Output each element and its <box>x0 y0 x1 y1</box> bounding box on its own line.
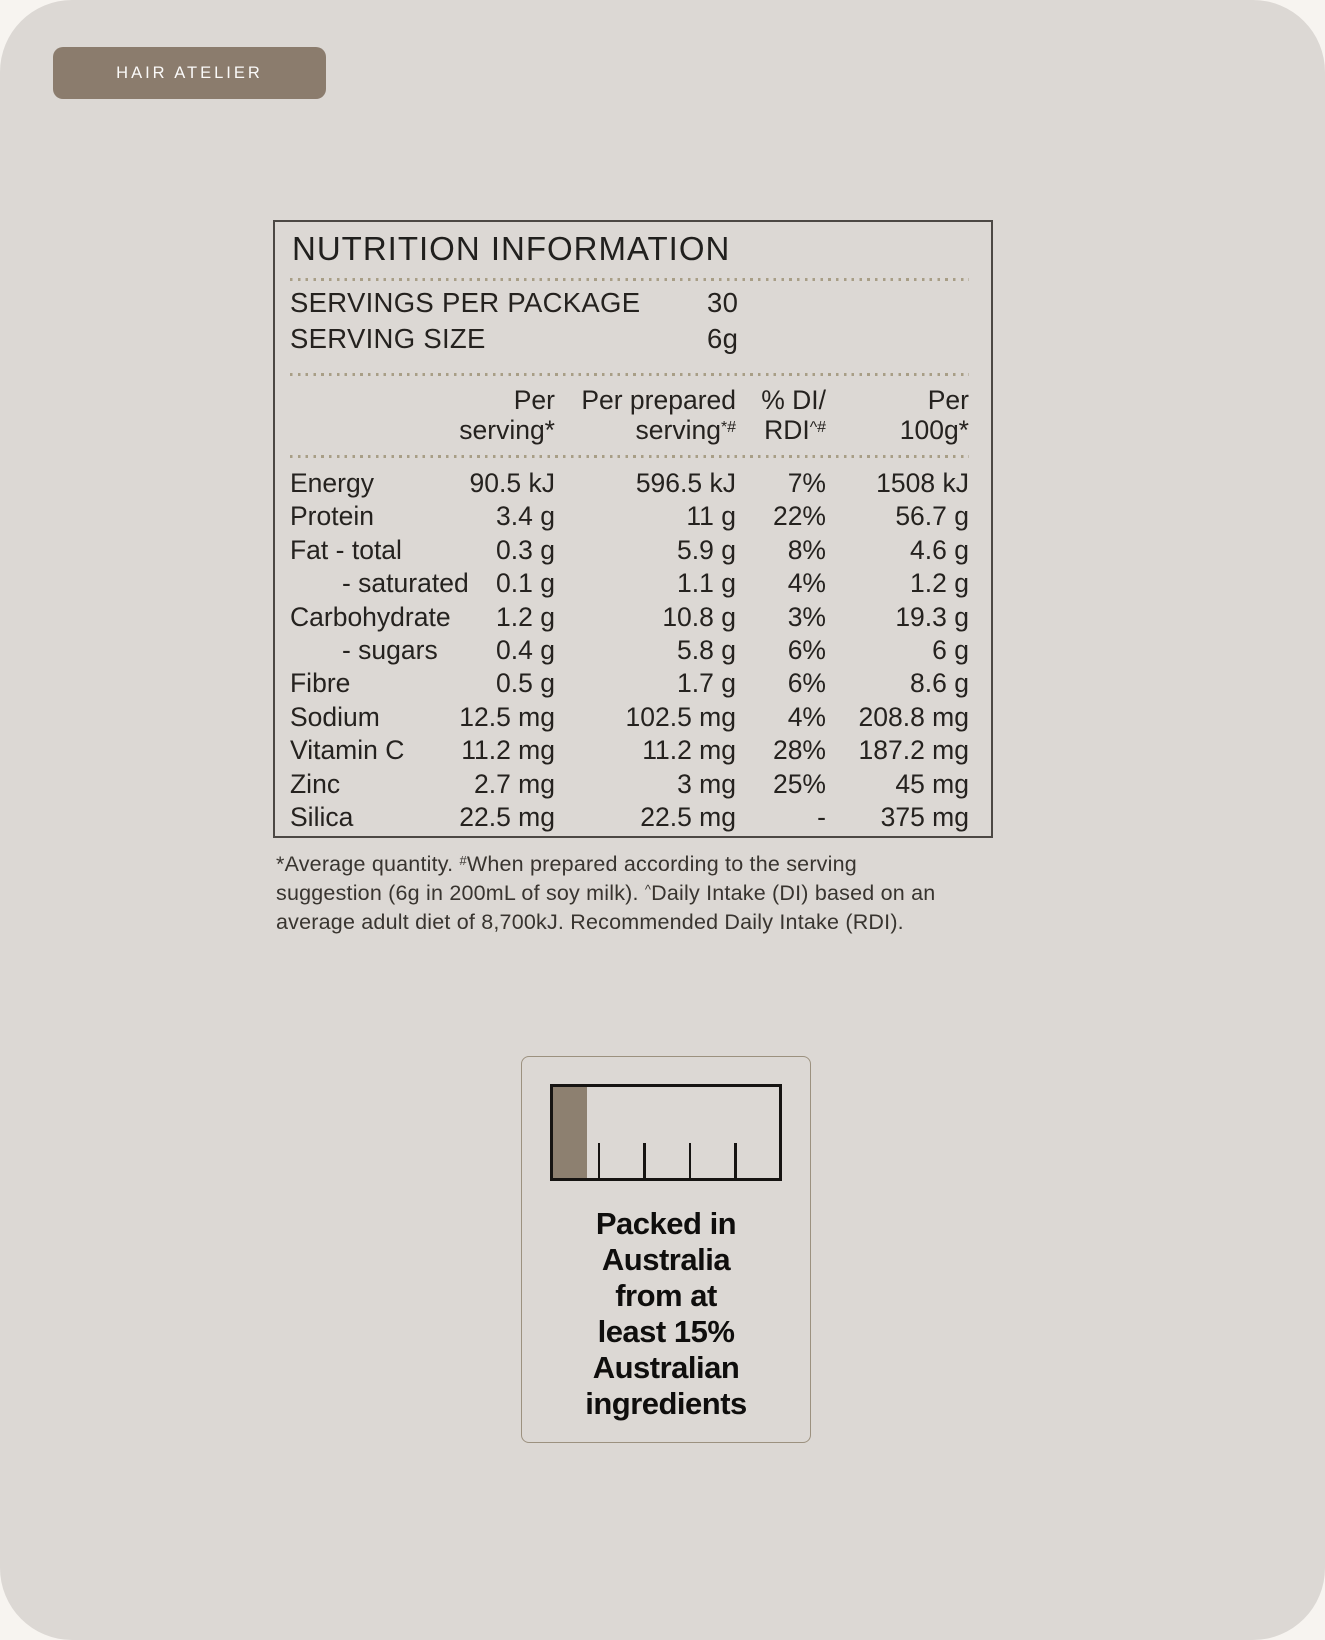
servings-per-package-row: SERVINGS PER PACKAGE 30 <box>290 285 969 321</box>
tick-mark <box>597 1143 601 1178</box>
table-row-protein: Protein 3.4 g 11 g 22% 56.7 g <box>290 501 969 532</box>
nutrition-panel-title: NUTRITION INFORMATION <box>292 230 731 267</box>
packed-in-australia-text: Packed in Australia from at least 15% Au… <box>585 1206 747 1421</box>
dotted-divider <box>290 455 969 458</box>
tick-mark <box>643 1143 646 1178</box>
table-row-fat-total: Fat - total 0.3 g 5.9 g 8% 4.6 g <box>290 534 969 565</box>
brand-badge-label: HAIR ATELIER <box>116 63 263 82</box>
serving-size-row: SERVING SIZE 6g <box>290 321 969 357</box>
serving-size-label: SERVING SIZE <box>290 323 486 354</box>
packed-in-australia-logo: Packed in Australia from at least 15% Au… <box>521 1056 811 1443</box>
column-header-row: Per serving* Per prepared serving*# % DI/R… <box>290 376 969 455</box>
australian-ingredients-bar-chart-icon <box>550 1084 782 1181</box>
nutrition-rows: Energy 90.5 kJ 596.5 kJ 7% 1508 kJ Prote… <box>290 458 969 834</box>
table-row-carbohydrate: Carbohydrate 1.2 g 10.8 g 3% 19.3 g <box>290 601 969 632</box>
column-header-di-rdi: % DI/RDI^# <box>761 385 826 445</box>
table-row-energy: Energy 90.5 kJ 596.5 kJ 7% 1508 kJ <box>290 468 969 498</box>
footnote-text: *Average quantity. <box>276 852 460 876</box>
brand-badge[interactable]: HAIR ATELIER <box>53 47 326 99</box>
table-row-sodium: Sodium 12.5 mg 102.5 mg 4% 208.8 mg <box>290 701 969 732</box>
footnote-text: Daily Intake (DI) based on an average ad… <box>276 881 936 934</box>
table-row-fat-saturated: - saturated 0.1 g 1.1 g 4% 1.2 g <box>342 568 969 599</box>
bar-fill-15-percent <box>553 1087 587 1178</box>
serving-size-value: 6g <box>707 323 739 354</box>
tick-mark <box>688 1143 692 1178</box>
dotted-divider <box>290 278 969 281</box>
column-header-per-prepared: Per prepared serving*# <box>581 385 736 445</box>
column-header-per-serving: Per serving* <box>459 385 555 445</box>
column-header-spacer <box>290 385 458 445</box>
table-row-zinc: Zinc 2.7 mg 3 mg 25% 45 mg <box>290 768 969 799</box>
servings-per-package-value: 30 <box>707 287 739 318</box>
nutrition-panel: NUTRITION INFORMATION SERVINGS PER PACKA… <box>273 220 993 838</box>
footnote-text: When prepared according to the serving s… <box>276 852 857 905</box>
table-row-sugars: - sugars 0.4 g 5.8 g 6% 6 g <box>342 635 969 666</box>
table-row-silica: Silica 22.5 mg 22.5 mg - 375 mg <box>290 802 969 833</box>
table-row-fibre: Fibre 0.5 g 1.7 g 6% 8.6 g <box>290 668 969 699</box>
tick-mark <box>734 1143 737 1178</box>
dotted-divider <box>290 373 969 376</box>
servings-per-package-label: SERVINGS PER PACKAGE <box>290 287 641 318</box>
hash-superscript: # <box>459 853 467 869</box>
serving-info: SERVINGS PER PACKAGE 30 SERVING SIZE 6g <box>290 285 969 357</box>
table-row-vitamin-c: Vitamin C 11.2 mg 11.2 mg 28% 187.2 mg <box>290 735 969 766</box>
footnote: *Average quantity. #When prepared accord… <box>276 850 1038 937</box>
column-header-per-100g: Per 100g* <box>899 385 969 445</box>
caret-superscript: ^ <box>644 882 652 898</box>
